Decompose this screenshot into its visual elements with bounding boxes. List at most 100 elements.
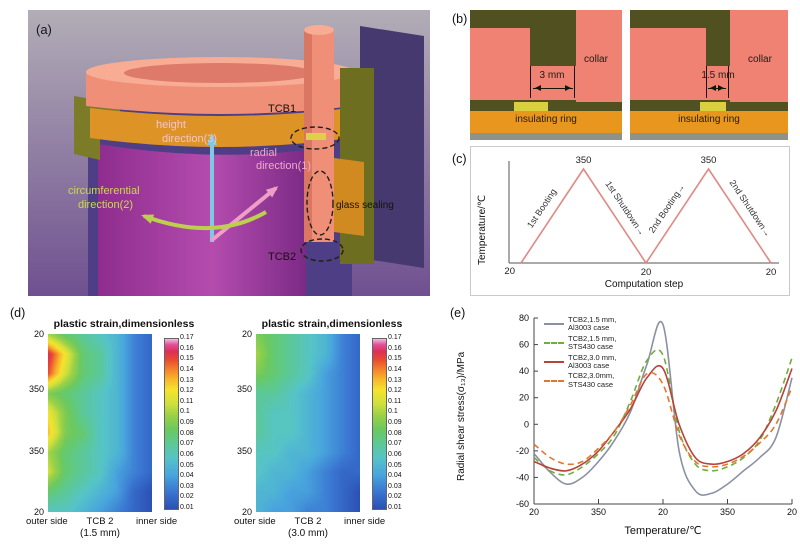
colorbar-tick: 0.04 xyxy=(180,472,194,479)
collar-label: collar xyxy=(584,54,608,65)
colorbar-tick: 0.15 xyxy=(388,355,402,362)
gap-dimension-arrow xyxy=(708,84,726,91)
colorbar-tick: 0.15 xyxy=(180,355,194,362)
collar-left-block xyxy=(470,28,530,66)
heatmap-y-tick: 20 xyxy=(241,507,252,517)
gap-bound-line xyxy=(574,66,575,98)
c-peak-label: 350 xyxy=(701,155,717,166)
series-line-tcb2-1.5mm-sts430 xyxy=(533,348,793,476)
colorbar-tick: 0.06 xyxy=(388,451,402,458)
radial-direction-label-2: direction(1) xyxy=(256,160,311,172)
collar-left-block xyxy=(630,28,706,66)
x-label-tcb2: TCB 2 xyxy=(86,516,114,527)
c-y-axis-label: Temperature/℃ xyxy=(477,194,488,265)
legend-entry-label: TCB2,3.0mm, STS430 case xyxy=(568,371,615,389)
panel-c-temperature-cycle: Temperature/℃ 20 350 20 350 20 1st Booting 1st… xyxy=(470,146,790,296)
colorbar-tick: 0.08 xyxy=(388,430,402,437)
tcb2-dashed-ellipse xyxy=(300,238,344,262)
legend-line-sample xyxy=(544,342,564,345)
colorbar-tick: 0.12 xyxy=(180,387,194,394)
legend-entry: TCB2,1.5 mm, Al3003 case xyxy=(544,315,617,333)
insulating-ring-band xyxy=(630,111,788,133)
legend-entry: TCB2,3.0mm, STS430 case xyxy=(544,372,616,389)
legend: TCB2,1.5 mm, Al3003 case TCB2,1.5 mm, STS43… xyxy=(544,315,617,389)
inner-cylinder-front xyxy=(98,144,306,296)
gap-bound-line xyxy=(530,66,531,98)
e-y-tick-label: 60 xyxy=(519,340,529,350)
e-x-tick-label: 20 xyxy=(658,507,668,517)
gap-label: 1.5 mm xyxy=(701,70,735,81)
collar-band xyxy=(630,66,788,100)
cross-section-1-5mm: collar 1.5 mm insulating ring xyxy=(630,10,788,140)
colorbar-tick: 0.02 xyxy=(388,493,402,500)
e-x-tick-label: 20 xyxy=(529,507,539,517)
glass-seal-strip xyxy=(514,102,548,111)
heatmap-y-tick: 350 xyxy=(236,446,252,456)
circumferential-label-1: circumferential xyxy=(68,185,140,197)
e-y-tick-label: 40 xyxy=(519,366,529,376)
insulating-ring-label: insulating ring xyxy=(515,114,577,125)
panel-e-tag: (e) xyxy=(450,306,466,320)
colorbar-tick: 0.01 xyxy=(180,504,194,511)
circumferential-direction-arrow xyxy=(141,210,267,230)
colorbar-tick: 0.17 xyxy=(388,334,402,341)
colorbar-tick: 0.01 xyxy=(388,504,402,511)
tcb1-dashed-ellipse xyxy=(290,126,340,150)
base-strip xyxy=(630,133,788,140)
colorbar-tick: 0.1 xyxy=(180,408,190,415)
temperature-cycle-line xyxy=(520,167,772,265)
legend-entry: TCB2,1.5 mm, STS430 case xyxy=(544,334,616,352)
x-label-inner-side: inner side xyxy=(344,516,386,527)
colorbar-tick: 0.05 xyxy=(180,462,194,469)
e-x-tick-label: 20 xyxy=(787,507,797,517)
c-valley-label: 20 xyxy=(641,267,652,278)
colorbar-tick: 0.16 xyxy=(388,345,402,352)
gap-label: 3 mm xyxy=(539,70,565,81)
radial-direction-arrow xyxy=(210,186,279,242)
colorbar-tick: 0.09 xyxy=(388,419,402,426)
x-label-tcb2: TCB 2 xyxy=(294,516,322,527)
legend-line-sample xyxy=(544,379,564,382)
e-y-axis-label: Radial shear stress(σ₁₃)/MPa xyxy=(456,351,467,481)
heatmap-y-tick: 350 xyxy=(28,446,44,456)
cross-section-3mm: collar 3 mm insulating ring xyxy=(470,10,622,140)
panel-d-tag: (d) xyxy=(10,306,26,320)
colorbar-tick: 0.17 xyxy=(180,334,194,341)
legend-entry-label: TCB2,1.5 mm, Al3003 case xyxy=(568,315,617,333)
e-x-axis-label: Temperature/℃ xyxy=(624,525,702,537)
colorbar-tick: 0.1 xyxy=(388,408,398,415)
height-direction-label-2: direction(3) xyxy=(162,133,217,145)
heatmap-caption: (3.0 mm) xyxy=(288,528,328,539)
collar-label: collar xyxy=(748,54,772,65)
legend-line-sample xyxy=(544,360,564,363)
colorbar-tick: 0.16 xyxy=(180,345,194,352)
collar-inner-rim xyxy=(124,63,316,83)
colorbar-tick: 0.13 xyxy=(180,377,194,384)
colorbar-tick: 0.07 xyxy=(180,440,194,447)
colorbar-tick: 0.04 xyxy=(388,472,402,479)
c-segment-label: 1st Booting xyxy=(525,187,558,230)
e-x-tick-label: 350 xyxy=(720,507,735,517)
series-line-tcb2-1.5mm-al3003 xyxy=(533,320,793,496)
colorbar-tick: 0.12 xyxy=(388,387,402,394)
series-line-tcb2-3.0mm-al3003 xyxy=(533,364,793,472)
circumferential-label-2: direction(2) xyxy=(78,199,133,211)
heatmap-group-3-0mm: plastic strain,dimensionless outer side … xyxy=(232,316,432,542)
e-y-tick-label: -60 xyxy=(516,499,529,509)
e-y-tick-label: 80 xyxy=(519,313,529,323)
heatmap-y-tick: 20 xyxy=(241,329,252,339)
e-y-tick-label: 20 xyxy=(519,393,529,403)
3d-model-illustration: (a) height direction(3) radial direction… xyxy=(28,10,430,296)
heatmap-canvas-3-0mm xyxy=(256,334,360,512)
colorbar-tick: 0.06 xyxy=(180,451,194,458)
insulating-ring-band xyxy=(470,111,622,133)
panel-e-stress-chart: (e) Radial shear stress(σ₁₃)/MPa 80 60 40 2… xyxy=(448,300,798,544)
glass-sealing-dashed-ellipse xyxy=(306,170,334,236)
heatmap-caption: (1.5 mm) xyxy=(80,528,120,539)
radial-direction-label-1: radial xyxy=(250,147,277,159)
back-wall xyxy=(360,26,424,268)
gap-bound-line xyxy=(706,66,707,98)
colorbar-tick: 0.09 xyxy=(180,419,194,426)
